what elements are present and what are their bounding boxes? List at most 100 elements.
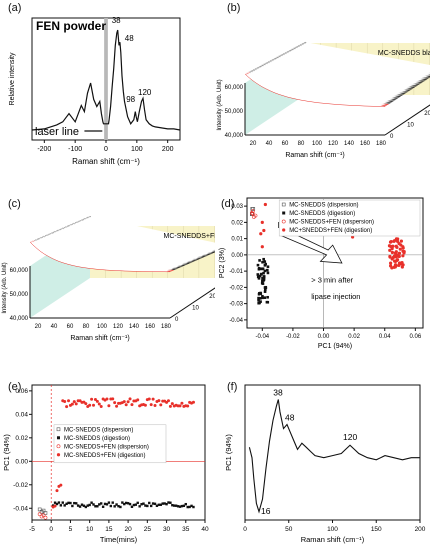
panel-label-a: (a) xyxy=(8,2,22,14)
legend-label: MC-SNEDDS+FEN (dispersion) xyxy=(289,220,374,226)
point-fen-digestion xyxy=(157,399,161,403)
point-blank-digestion xyxy=(263,288,267,292)
point-blank-digestion xyxy=(257,292,261,296)
point-blank-digestion xyxy=(144,504,147,507)
y-tick-label: -0.01 xyxy=(229,269,243,275)
x-tick-label: 160 xyxy=(145,324,156,330)
legend-label: MC-SNEDDS (digestion) xyxy=(289,211,355,217)
panel-b: (b) 20 40 60 80 100 120 140 160 180 Raman shift (… xyxy=(215,0,430,175)
y-tick-label: 0.02 xyxy=(15,435,28,442)
point-fen-digestion xyxy=(143,403,147,407)
point-blank-digestion xyxy=(256,273,260,276)
z-tick-label: 10 xyxy=(407,123,414,129)
point-blank-digestion xyxy=(259,291,262,295)
x-tick-label: 10 xyxy=(86,526,94,533)
point-blank-digestion xyxy=(107,501,111,504)
point-fen-digestion xyxy=(401,245,405,249)
point-fen-digestion xyxy=(392,254,397,258)
point-blank-digestion xyxy=(119,505,122,509)
point-blank-digestion xyxy=(123,502,126,506)
point-fen-dispersion xyxy=(250,211,255,216)
point-blank-digestion xyxy=(134,503,137,506)
panel-label-d: (d) xyxy=(221,198,235,210)
point-fen-digestion xyxy=(90,397,94,401)
legend-marker xyxy=(56,436,60,440)
point-fen-digestion xyxy=(398,247,402,251)
point-blank-digestion xyxy=(86,504,89,507)
y-tick-label: 40,000 xyxy=(10,316,29,322)
y-tick-label: 60,000 xyxy=(225,85,244,91)
point-fen-digestion xyxy=(84,402,88,406)
x-tick-label: 0 xyxy=(243,526,247,533)
point-fen-digestion xyxy=(393,265,397,269)
point-blank-digestion xyxy=(167,501,170,504)
annotation-lipase: lipase injection xyxy=(311,292,360,301)
point-fen-digestion xyxy=(388,248,392,252)
y-tick-label: -0.02 xyxy=(13,482,28,489)
point-blank-digestion xyxy=(261,260,264,264)
point-fen-digestion xyxy=(186,404,190,408)
point-blank-digestion xyxy=(192,505,195,509)
point-blank-digestion xyxy=(55,502,59,506)
point-blank-digestion xyxy=(84,505,88,509)
point-fen-digestion xyxy=(389,244,393,249)
point-blank-digestion xyxy=(75,502,78,505)
point-blank-digestion xyxy=(262,278,266,281)
point-fen-digestion xyxy=(395,258,400,262)
point-blank-digestion xyxy=(256,263,260,267)
point-blank-digestion xyxy=(256,275,260,279)
x-tick-label: 0.00 xyxy=(318,334,330,340)
point-blank-dispersion xyxy=(39,509,44,514)
point-blank-digestion xyxy=(257,267,261,270)
point-blank-digestion xyxy=(174,504,178,507)
y-axis-label: Intensity (Arb. Unit) xyxy=(2,262,8,313)
x-tick-label: 160 xyxy=(360,141,371,147)
point-fen-digestion xyxy=(53,504,57,508)
point-fen-digestion xyxy=(93,397,97,401)
point-blank-digestion xyxy=(266,268,269,272)
point-blank-digestion xyxy=(111,501,114,504)
y-tick-label: 0.02 xyxy=(231,220,243,226)
point-fen-digestion xyxy=(392,239,396,243)
point-fen-digestion xyxy=(59,483,63,487)
point-blank-digestion xyxy=(259,267,262,271)
point-fen-dispersion xyxy=(41,513,46,518)
chart-title: MC-SNEDDS+FEN xyxy=(164,233,215,240)
legend-label: MC-SNEDDS+FEN (digestion) xyxy=(64,453,146,459)
x-tick-label: 100 xyxy=(131,146,143,153)
x-tick-label: -200 xyxy=(37,146,51,153)
laser-line-annotation: laser line xyxy=(35,126,79,138)
point-blank-digestion xyxy=(257,301,260,305)
point-fen-digestion xyxy=(263,202,267,207)
point-blank-dispersion xyxy=(37,507,42,512)
z-tick-label: 10 xyxy=(192,306,199,312)
z-axis-line xyxy=(169,287,215,319)
legend-marker xyxy=(281,219,286,224)
x-tick-label: 180 xyxy=(376,141,387,147)
point-blank-digestion xyxy=(262,275,266,278)
y-tick-label: 0.01 xyxy=(231,237,243,243)
laser-line-band xyxy=(104,18,108,140)
point-fen-digestion xyxy=(399,239,403,243)
point-blank-digestion xyxy=(113,505,116,508)
point-blank-digestion xyxy=(261,279,264,282)
point-blank-digestion xyxy=(90,501,93,504)
x-tick-label: 40 xyxy=(51,324,58,330)
point-fen-digestion xyxy=(394,237,399,241)
y-tick-label: 50,000 xyxy=(225,109,244,115)
x-tick-label: 0 xyxy=(104,146,108,153)
chart-title: MC-SNEDDS blank xyxy=(378,50,430,57)
point-fen-digestion xyxy=(389,239,393,244)
point-fen-digestion xyxy=(128,397,132,401)
point-fen-digestion xyxy=(107,404,111,408)
point-fen-digestion xyxy=(390,257,394,261)
y-axis-label: PC1 (94%) xyxy=(2,434,11,471)
x-tick-label: -100 xyxy=(68,146,82,153)
y-axis-label: Intensity (Arb. Unit) xyxy=(217,79,223,130)
point-fen-dispersion xyxy=(251,214,256,219)
point-blank-digestion xyxy=(173,504,176,507)
point-fen-digestion xyxy=(394,250,398,254)
point-fen-digestion xyxy=(55,489,59,493)
point-fen-digestion xyxy=(151,397,155,401)
x-tick-label: 0.04 xyxy=(379,334,391,340)
